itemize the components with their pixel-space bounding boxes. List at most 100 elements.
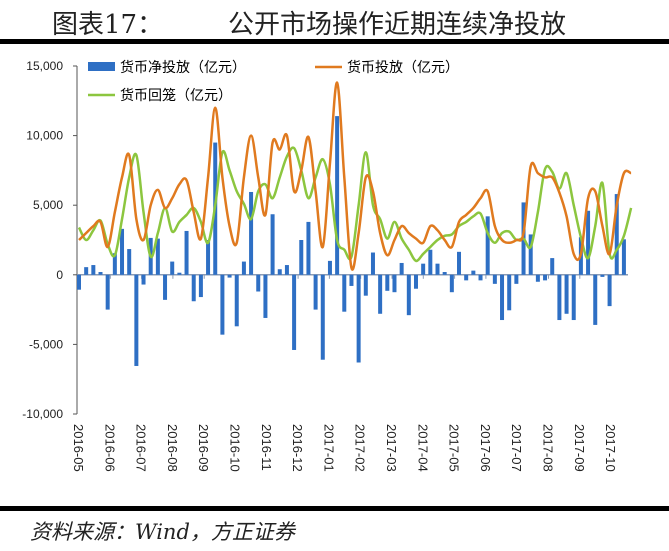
net-injection-bar (313, 274, 318, 310)
net-injection-bar (249, 191, 254, 275)
net-injection-bar (557, 274, 562, 321)
y-tick-label: 5,000 (33, 198, 63, 212)
net-injection-bar (256, 274, 261, 292)
x-tick-label: 2016-12 (290, 424, 305, 472)
figure-label: 图表17： (52, 10, 164, 40)
net-injection-bar (163, 274, 168, 300)
x-tick-label: 2017-02 (353, 424, 368, 472)
injection-line (78, 81, 632, 271)
x-axis: 2016-05 2016-06 2016-07 2016-08 2016-09 2016-… (71, 274, 628, 472)
y-tick-label: 0 (56, 268, 63, 282)
net-injection-bar (91, 265, 96, 275)
net-injection-bar (528, 234, 533, 275)
net-injection-bar (306, 221, 311, 275)
net-injection-bar (514, 274, 519, 284)
x-tick-label: 2017-05 (447, 424, 462, 472)
x-tick-label: 2017-10 (603, 424, 618, 472)
net-injection-bar (284, 265, 289, 275)
net-injection-bar (507, 274, 512, 311)
x-tick-label: 2017-01 (321, 424, 336, 472)
net-injection-bar (277, 269, 282, 275)
net-injection-bar (292, 274, 297, 350)
net-injection-bar (184, 230, 189, 275)
x-tick-label: 2017-09 (572, 424, 587, 472)
net-injection-bar (571, 274, 576, 321)
net-injection-bar (320, 274, 325, 360)
net-injection-bar (600, 274, 605, 277)
legend-label-net: 货币净投放（亿元） (120, 59, 246, 75)
x-tick-label: 2016-07 (134, 424, 149, 472)
net-injection-bar (327, 260, 332, 275)
net-injection-bar (141, 274, 146, 285)
net-injection-bars (77, 116, 626, 366)
net-injection-bar (385, 274, 390, 291)
net-injection-bar (227, 274, 232, 278)
net-injection-bar (234, 274, 239, 327)
x-tick-label: 2017-08 (541, 424, 556, 472)
net-injection-bar (435, 263, 440, 275)
net-injection-bar (378, 274, 383, 314)
net-injection-bar (263, 274, 268, 318)
net-injection-bar (206, 240, 211, 275)
net-injection-bar (492, 274, 497, 284)
top-rule (0, 39, 669, 44)
net-injection-bar (471, 270, 476, 275)
x-tick-label: 2016-09 (196, 424, 211, 472)
net-injection-bar (478, 274, 483, 281)
bottom-rule (0, 506, 669, 511)
net-injection-bar (550, 258, 555, 275)
net-injection-bar (621, 239, 626, 275)
net-injection-bar (535, 274, 540, 282)
x-tick-label: 2017-03 (384, 424, 399, 472)
net-injection-bar (220, 274, 225, 335)
net-injection-bar (191, 274, 196, 302)
net-injection-bar (399, 262, 404, 275)
net-injection-bar (335, 116, 340, 275)
source-note: 资料来源：Wind，方正证券 (30, 520, 295, 544)
net-injection-bar (127, 249, 132, 275)
withdrawal-line (77, 146, 633, 263)
legend-label-withdrawal: 货币回笼（亿元） (120, 87, 232, 103)
y-tick-label: -5,000 (29, 337, 63, 351)
net-injection-bar (614, 194, 619, 275)
y-tick-label: 10,000 (26, 129, 63, 143)
net-injection-bar (442, 272, 447, 275)
net-injection-bar (392, 274, 397, 293)
net-injection-bar (120, 228, 125, 275)
x-tick-label: 2017-04 (415, 424, 430, 472)
net-injection-bar (500, 274, 505, 321)
net-injection-bar (198, 274, 203, 298)
net-injection-bar (105, 274, 110, 310)
y-axis: 15,000 10,000 5,000 0 -5,000 -10,000 (22, 59, 78, 421)
net-injection-bar (98, 272, 103, 275)
net-injection-bar (84, 267, 89, 275)
net-injection-bar (593, 274, 598, 325)
x-tick-label: 2016-11 (259, 424, 274, 471)
net-injection-bar (356, 274, 361, 363)
net-injection-bar (464, 274, 469, 281)
y-tick-label: 15,000 (26, 59, 63, 73)
net-injection-bar (134, 274, 139, 366)
net-injection-bar (413, 274, 418, 289)
net-injection-bar (564, 274, 569, 314)
net-injection-bar (428, 249, 433, 275)
y-tick-label: -10,000 (22, 407, 63, 421)
series-lines (77, 81, 633, 271)
legend-label-injection: 货币投放（亿元） (347, 59, 459, 75)
net-injection-bar (449, 274, 454, 293)
x-tick-label: 2016-08 (165, 424, 180, 472)
net-injection-bar (77, 274, 81, 290)
net-injection-bar (457, 251, 462, 275)
chart-title: 公开市场操作近期连续净投放 (228, 10, 567, 40)
net-injection-bar (406, 274, 411, 316)
net-injection-bar (586, 210, 591, 275)
net-injection-bar (485, 216, 490, 275)
net-injection-bar (112, 253, 117, 275)
net-injection-bar (155, 238, 160, 275)
x-tick-label: 2017-07 (509, 424, 524, 472)
net-injection-bar (270, 214, 275, 275)
net-injection-bar (543, 274, 548, 281)
net-injection-bar (363, 274, 368, 296)
net-injection-bar (170, 261, 175, 275)
